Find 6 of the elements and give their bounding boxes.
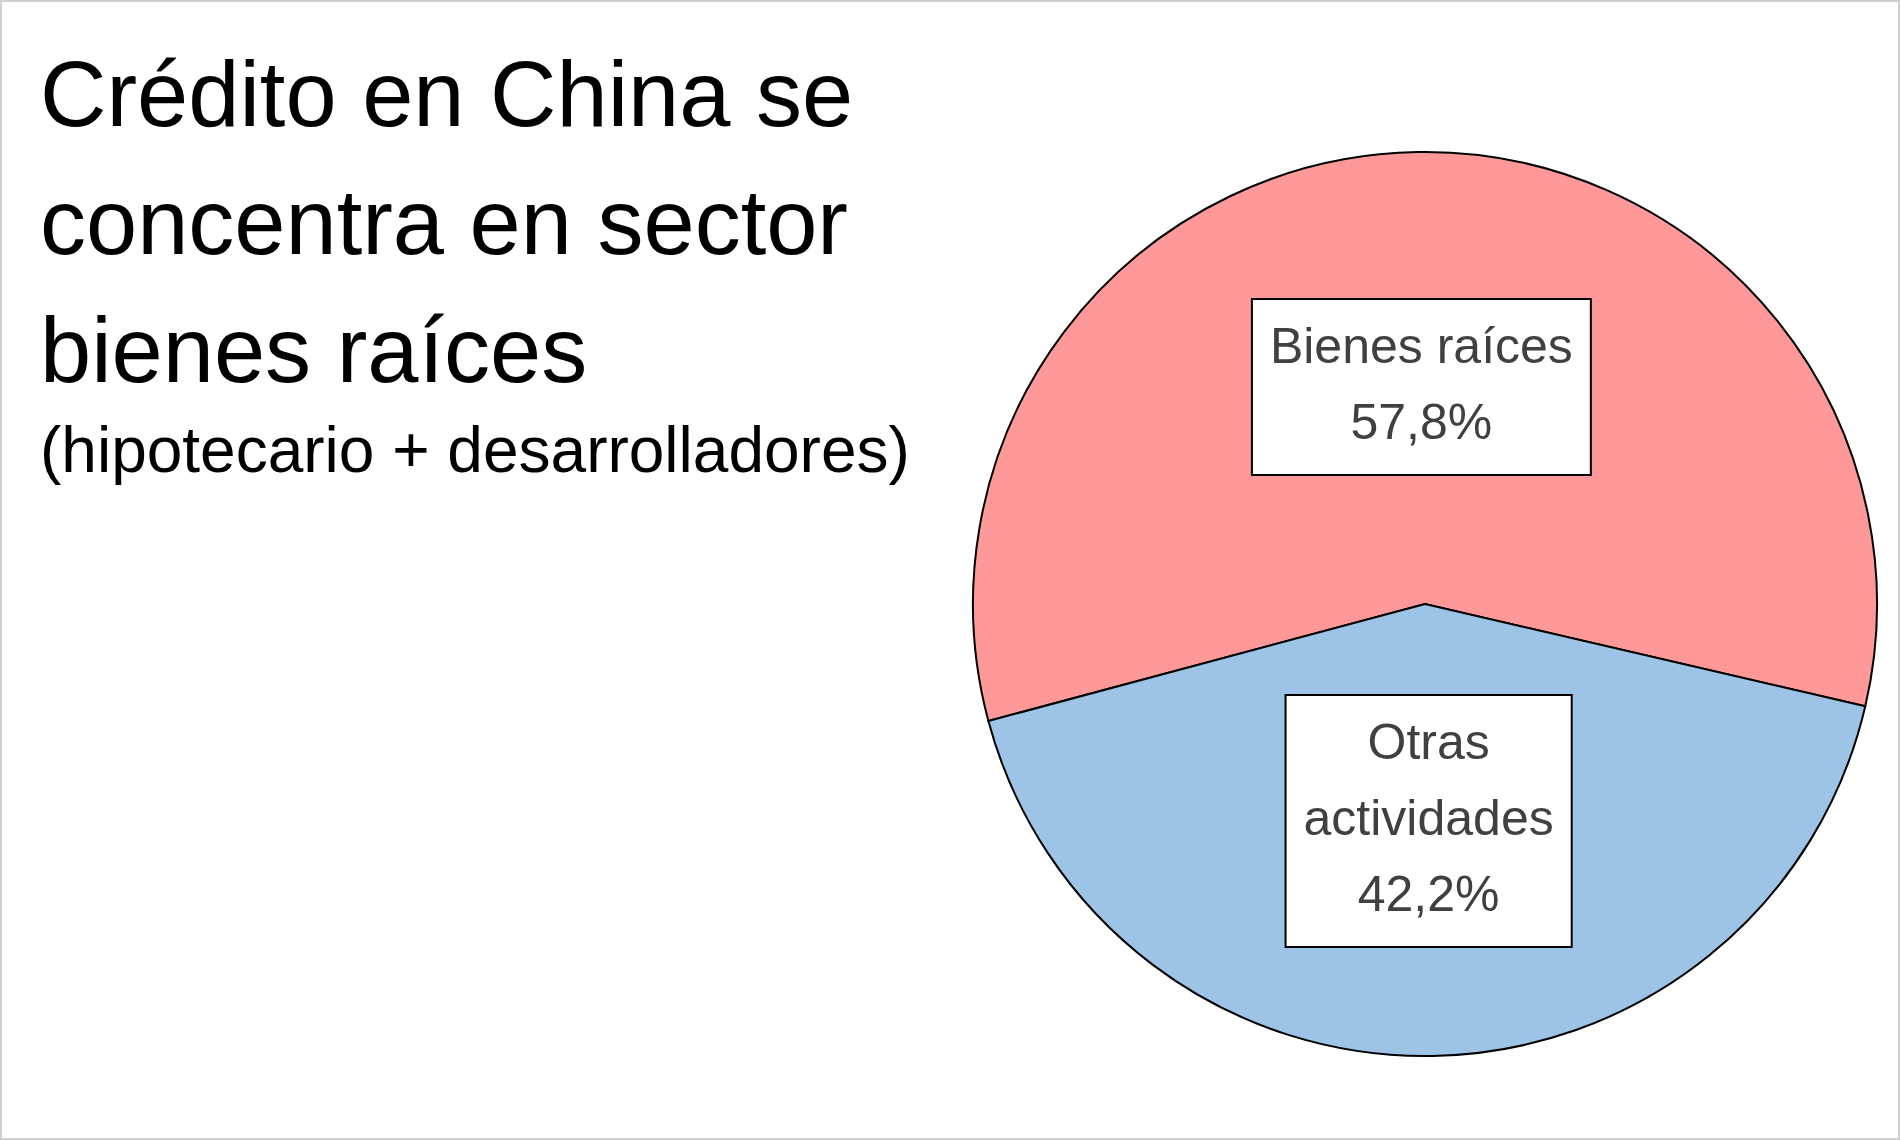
text: (hipotecario + desarrolladores) (40, 413, 911, 488)
slice-label: Otras actividades (1303, 713, 1554, 846)
data-label: 42,2% (1357, 865, 1500, 922)
data-label: 57,8% (1350, 393, 1493, 450)
chart-title: Crédito en China se concentra en sector bienes raíces (40, 42, 855, 403)
slice-label: Bienes raíces (1269, 317, 1573, 374)
